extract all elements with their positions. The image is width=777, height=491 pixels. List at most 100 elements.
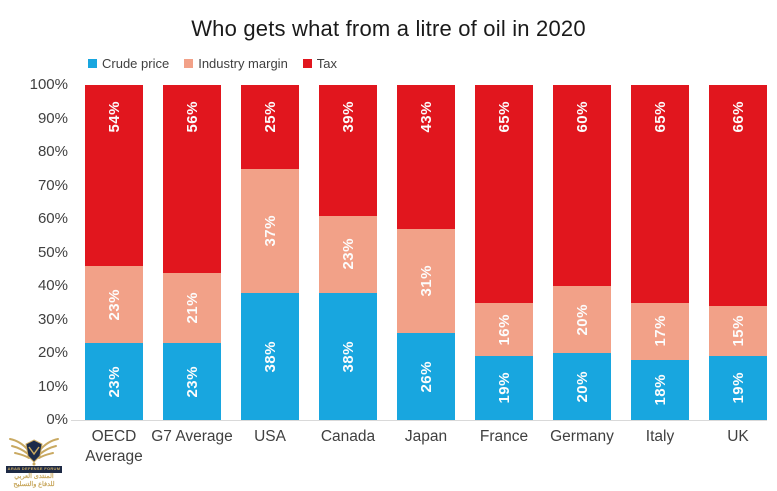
y-tick-label: 20% xyxy=(37,344,68,361)
y-tick-label: 40% xyxy=(37,277,68,294)
x-tick-label-japan: Japan xyxy=(404,428,448,445)
x-tick-label-canada: Canada xyxy=(320,428,376,445)
bar-segment-value-label: 23% xyxy=(183,365,201,398)
bar-segment-value-label: 19% xyxy=(729,372,747,404)
x-tick-label-g7-average: G7 Average xyxy=(151,428,233,445)
bar-segment-value-label: 54% xyxy=(105,101,123,133)
y-tick-label: 90% xyxy=(37,109,68,127)
bar-segment-value-label: 38% xyxy=(339,340,357,373)
bar-segment-value-label: 15% xyxy=(729,315,747,347)
bar-segment-industry-margin: 37% xyxy=(241,168,299,293)
bar-segment-value-label: 38% xyxy=(261,340,279,373)
x-tick-label-uk: UK xyxy=(727,428,749,445)
watermark-subtitle: المنتدى العربي للدفاع والتسليح xyxy=(13,472,55,488)
bar-segment-industry-margin: 16% xyxy=(475,302,533,357)
y-tick-label: 100% xyxy=(29,76,68,93)
bar-segment-tax: 25% xyxy=(241,85,299,169)
bar-g7-average: 56% 21% 23% xyxy=(163,85,221,420)
legend-label-crude-price: Crude price xyxy=(102,56,170,71)
bar-canada: 39% 23% 38% xyxy=(319,85,377,420)
bar-segment-value-label: 18% xyxy=(651,374,669,406)
legend-item-crude-price: Crude price xyxy=(88,56,169,71)
watermark: ARAB DEFENSE FORUM المنتدى العربي للدفاع… xyxy=(5,436,63,488)
bar-segment-value-label: 37% xyxy=(261,214,279,247)
x-tick-label-germany: Germany xyxy=(550,428,614,445)
bar-uk: 66% 15% 19% xyxy=(709,85,767,420)
bar-segment-industry-margin: 15% xyxy=(709,306,767,357)
bar-segment-tax: 39% xyxy=(319,85,377,216)
bar-japan: 43% 31% 26% xyxy=(397,85,455,420)
watermark-title: ARAB DEFENSE FORUM xyxy=(6,466,62,473)
bar-segment-industry-margin: 23% xyxy=(319,215,377,293)
bar-oecd-average: 54% 23% 23% xyxy=(85,85,143,420)
bar-segment-crude-price: 19% xyxy=(475,356,533,420)
bar-segment-industry-margin: 17% xyxy=(631,302,689,360)
bar-segment-value-label: 17% xyxy=(651,315,669,347)
x-tick-label-usa: USA xyxy=(254,428,286,445)
y-tick-label: 80% xyxy=(37,143,68,160)
x-tick-label-italy: Italy xyxy=(645,428,675,445)
watermark-eagle-emblem-icon xyxy=(9,438,59,466)
bar-segment-value-label: 21% xyxy=(183,292,201,324)
bar-segment-industry-margin: 20% xyxy=(553,286,611,353)
bar-segment-value-label: 23% xyxy=(105,365,123,398)
y-tick-label: 30% xyxy=(37,310,68,328)
bar-segment-crude-price: 19% xyxy=(709,356,767,420)
bar-segment-crude-price: 38% xyxy=(319,292,377,420)
y-tick-label: 50% xyxy=(37,243,68,261)
bar-usa: 25% 37% 38% xyxy=(241,85,299,420)
bar-segment-tax: 65% xyxy=(631,85,689,303)
bar-segment-crude-price: 23% xyxy=(163,342,221,420)
bar-segment-crude-price: 18% xyxy=(631,359,689,420)
y-tick-label: 70% xyxy=(37,176,68,194)
legend-label-tax: Tax xyxy=(316,56,338,71)
bar-segment-tax: 54% xyxy=(85,85,143,266)
bar-segment-value-label: 26% xyxy=(417,360,435,393)
bar-segment-value-label: 31% xyxy=(417,265,435,297)
bar-segment-value-label: 20% xyxy=(573,303,591,336)
bar-segment-value-label: 20% xyxy=(573,370,591,403)
bar-segment-industry-margin: 21% xyxy=(163,272,221,343)
bar-segment-value-label: 23% xyxy=(339,238,357,270)
legend-item-industry-margin: Industry margin xyxy=(184,56,288,71)
bar-segment-value-label: 16% xyxy=(495,313,513,346)
y-tick-label: 0% xyxy=(46,411,68,428)
chart-title: Who gets what from a litre of oil in 202… xyxy=(191,16,586,41)
bar-segment-tax: 60% xyxy=(553,85,611,286)
bar-segment-value-label: 19% xyxy=(495,372,513,404)
bar-segment-value-label: 23% xyxy=(105,288,123,321)
bar-segment-tax: 56% xyxy=(163,85,221,273)
legend-swatch-crude-price-icon xyxy=(88,59,97,68)
bar-segment-industry-margin: 23% xyxy=(85,265,143,343)
bar-segment-value-label: 65% xyxy=(495,101,513,133)
y-tick-label: 10% xyxy=(37,377,68,395)
bar-segment-value-label: 39% xyxy=(339,101,357,133)
bar-segment-crude-price: 26% xyxy=(397,332,455,420)
bar-italy: 65% 17% 18% xyxy=(631,85,689,420)
bar-segment-value-label: 43% xyxy=(417,101,435,133)
bar-segment-value-label: 25% xyxy=(261,101,279,133)
legend-swatch-tax-icon xyxy=(302,59,312,68)
bar-segment-value-label: 56% xyxy=(183,101,201,133)
bar-segment-value-label: 66% xyxy=(729,101,747,133)
plot-area: 54% 23% 23% 56% 21% 23% 25% 37% 38% 39% 23% 38% 43% 3… xyxy=(71,85,767,421)
y-axis: 100% 90% 80% 70% 60% 50% 40% 30% 20% 10% 0% xyxy=(0,0,70,491)
bar-segment-crude-price: 38% xyxy=(241,292,299,420)
legend: Crude price Industry margin Tax xyxy=(88,56,337,71)
bar-segment-tax: 66% xyxy=(709,85,767,307)
legend-swatch-industry-margin-icon xyxy=(184,59,194,68)
legend-item-tax: Tax xyxy=(302,56,338,71)
bar-germany: 60% 20% 20% xyxy=(553,85,611,420)
bar-segment-value-label: 65% xyxy=(651,101,669,133)
bar-segment-value-label: 60% xyxy=(573,101,591,133)
bar-segment-crude-price: 23% xyxy=(85,342,143,420)
bar-segment-tax: 65% xyxy=(475,85,533,303)
y-tick-label: 60% xyxy=(37,210,68,227)
bar-segment-industry-margin: 31% xyxy=(397,229,455,333)
x-tick-label-france: France xyxy=(479,428,529,445)
legend-label-industry-margin: Industry margin xyxy=(198,56,288,71)
x-tick-label-oecd-average: OECD Average xyxy=(85,428,143,466)
bar-segment-tax: 43% xyxy=(397,85,455,230)
bar-segment-crude-price: 20% xyxy=(553,353,611,420)
